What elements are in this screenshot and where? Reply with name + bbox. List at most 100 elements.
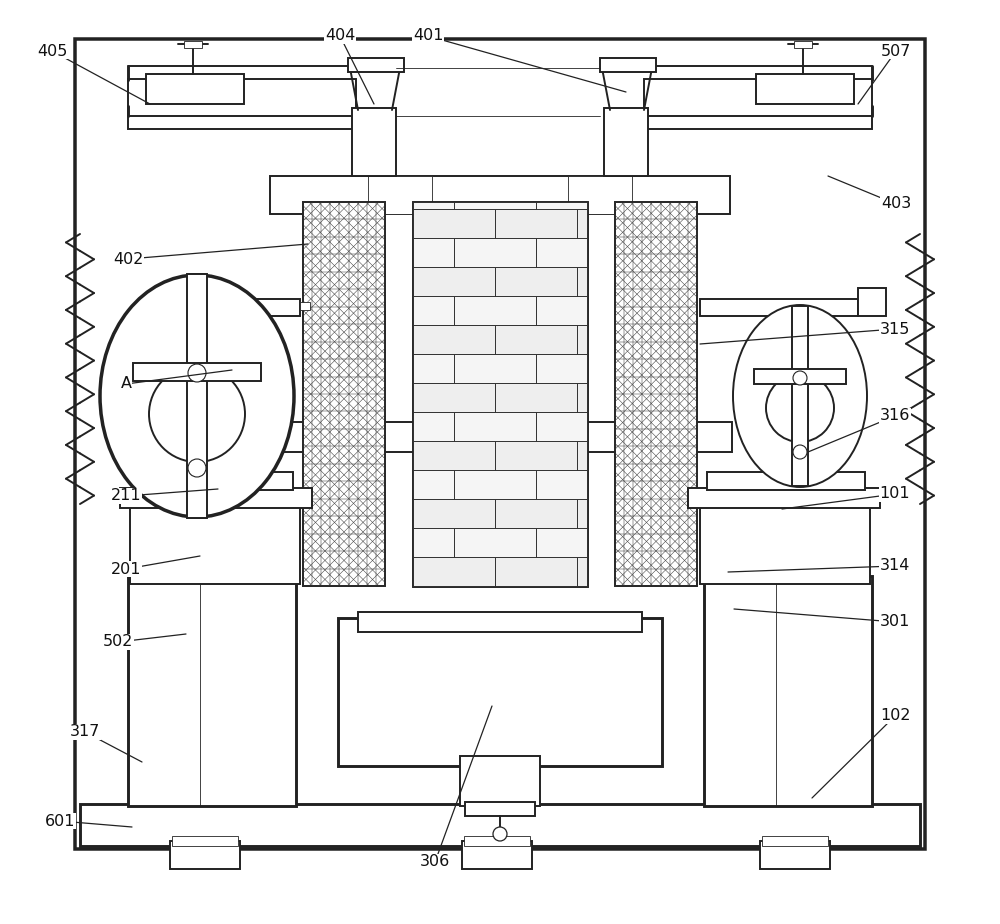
Bar bbox=[756, 74, 854, 104]
Bar bbox=[536, 202, 587, 209]
Bar bbox=[133, 363, 261, 381]
Text: 507: 507 bbox=[881, 43, 911, 58]
Bar bbox=[464, 836, 530, 846]
Bar bbox=[760, 841, 830, 869]
Text: 306: 306 bbox=[420, 855, 450, 869]
Text: 201: 201 bbox=[111, 562, 141, 577]
Bar bbox=[462, 841, 532, 869]
Bar bbox=[577, 557, 587, 586]
Bar bbox=[303, 202, 385, 586]
Bar bbox=[626, 450, 678, 464]
Text: 314: 314 bbox=[880, 558, 910, 574]
Bar bbox=[338, 618, 662, 766]
Bar bbox=[615, 202, 697, 586]
Bar bbox=[454, 238, 536, 267]
Bar bbox=[536, 412, 587, 441]
Bar bbox=[688, 488, 880, 508]
Ellipse shape bbox=[100, 275, 294, 517]
Text: 402: 402 bbox=[113, 251, 143, 266]
Text: 404: 404 bbox=[325, 29, 355, 43]
Bar bbox=[358, 612, 642, 632]
Bar bbox=[754, 369, 846, 384]
Circle shape bbox=[793, 445, 807, 459]
Bar bbox=[495, 209, 577, 238]
Bar bbox=[128, 576, 296, 806]
Bar bbox=[577, 267, 587, 296]
Bar bbox=[413, 296, 454, 325]
Text: 316: 316 bbox=[880, 408, 910, 423]
Bar bbox=[413, 267, 495, 296]
Bar bbox=[413, 412, 454, 441]
Bar bbox=[75, 39, 925, 849]
Bar bbox=[135, 472, 293, 490]
Bar bbox=[413, 441, 495, 470]
Bar bbox=[704, 576, 872, 806]
Bar bbox=[700, 502, 870, 584]
Bar bbox=[707, 472, 865, 490]
Bar bbox=[120, 488, 312, 508]
Bar bbox=[536, 296, 587, 325]
Bar bbox=[413, 202, 587, 586]
Text: 601: 601 bbox=[45, 813, 75, 829]
Bar bbox=[644, 79, 872, 129]
Text: 403: 403 bbox=[881, 197, 911, 212]
Bar bbox=[536, 354, 587, 383]
Ellipse shape bbox=[733, 305, 867, 487]
Circle shape bbox=[149, 366, 245, 462]
Bar bbox=[577, 209, 587, 238]
Bar bbox=[348, 58, 404, 72]
Circle shape bbox=[766, 374, 834, 442]
Bar bbox=[536, 528, 587, 557]
Bar bbox=[322, 450, 374, 464]
Bar bbox=[187, 274, 207, 518]
Bar bbox=[495, 325, 577, 354]
Bar bbox=[130, 502, 300, 584]
Bar bbox=[270, 176, 730, 214]
Bar bbox=[465, 802, 535, 816]
Bar bbox=[413, 354, 454, 383]
Bar bbox=[413, 202, 454, 209]
Bar bbox=[536, 470, 587, 499]
Circle shape bbox=[188, 364, 206, 382]
Text: A: A bbox=[120, 376, 132, 392]
Bar bbox=[495, 441, 577, 470]
Bar bbox=[413, 499, 495, 528]
Bar bbox=[577, 499, 587, 528]
Text: 401: 401 bbox=[413, 29, 443, 43]
Bar bbox=[413, 238, 454, 267]
Bar bbox=[495, 499, 577, 528]
Bar bbox=[577, 441, 587, 470]
Bar bbox=[454, 470, 536, 499]
Text: 101: 101 bbox=[880, 487, 910, 502]
Bar bbox=[454, 354, 536, 383]
Bar bbox=[413, 383, 495, 412]
Bar bbox=[80, 804, 920, 846]
Bar bbox=[577, 383, 587, 412]
Circle shape bbox=[188, 459, 206, 477]
Bar bbox=[413, 209, 495, 238]
Bar bbox=[352, 108, 396, 176]
Text: 317: 317 bbox=[70, 724, 100, 739]
Bar bbox=[577, 325, 587, 354]
Bar bbox=[794, 41, 812, 48]
Bar bbox=[184, 41, 202, 48]
Bar bbox=[454, 296, 536, 325]
Bar bbox=[495, 383, 577, 412]
Text: 102: 102 bbox=[880, 709, 910, 723]
Bar bbox=[300, 302, 310, 310]
Text: 211: 211 bbox=[111, 489, 141, 504]
Bar bbox=[604, 108, 648, 176]
Bar bbox=[600, 58, 656, 72]
Bar bbox=[146, 74, 244, 104]
Circle shape bbox=[793, 371, 807, 385]
Bar bbox=[413, 470, 454, 499]
Bar bbox=[495, 267, 577, 296]
Bar bbox=[413, 325, 495, 354]
Bar bbox=[700, 299, 858, 316]
Text: 315: 315 bbox=[880, 322, 910, 336]
Bar bbox=[368, 176, 432, 214]
Bar bbox=[762, 836, 828, 846]
Bar bbox=[454, 528, 536, 557]
Bar bbox=[460, 756, 540, 806]
Bar bbox=[413, 528, 454, 557]
